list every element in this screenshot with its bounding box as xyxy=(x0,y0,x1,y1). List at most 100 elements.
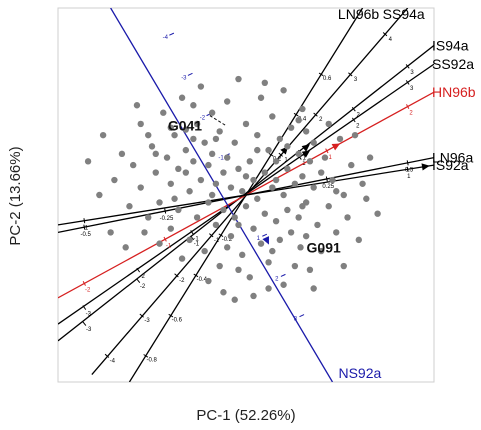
genotype-point xyxy=(297,244,304,251)
genotype-point xyxy=(254,131,261,139)
vector-tick-label-ss94a: -4 xyxy=(110,358,116,364)
vector-tick-is94a xyxy=(82,321,87,326)
genotype-point xyxy=(216,128,223,135)
vector-tick-ss94a xyxy=(139,313,144,318)
genotype-point xyxy=(133,102,141,109)
vector-arrow-is94a xyxy=(301,144,310,152)
genotype-point xyxy=(269,184,276,191)
vector-tick-label-hn96b: -1 xyxy=(166,243,172,249)
vector-tick-label-ns92a: -4 xyxy=(163,35,169,41)
genotype-point xyxy=(314,221,321,229)
genotype-point xyxy=(242,173,250,180)
genotype-point xyxy=(340,262,347,270)
genotype-point xyxy=(197,83,205,90)
plot-frame xyxy=(57,7,435,383)
genotype-point xyxy=(167,124,174,131)
vector-tick-label-is94a: -1 xyxy=(194,241,200,247)
genotype-point xyxy=(224,154,231,161)
vector-arrow-hn96b xyxy=(331,143,341,151)
vector-tick-ln96a xyxy=(325,176,328,182)
genotype-point xyxy=(310,285,317,292)
vector-label-hn96b: HN96b xyxy=(432,84,476,100)
genotype-leader-g041 xyxy=(209,115,227,126)
vector-line-ss92a xyxy=(58,63,434,325)
genotype-point xyxy=(220,169,227,176)
vector-tick-label-ss92a: 2 xyxy=(356,124,360,130)
genotype-point xyxy=(156,240,163,247)
genotype-point xyxy=(242,203,250,210)
genotype-point xyxy=(287,124,295,131)
vector-label-ln96a: LN96a xyxy=(432,150,473,166)
vector-label-ns92a: NS92a xyxy=(338,365,381,381)
genotype-point xyxy=(351,131,359,139)
genotype-point xyxy=(333,188,340,195)
vector-tick-ln96b xyxy=(193,273,199,278)
vector-tick-label-ss92a: -3 xyxy=(86,311,92,317)
vector-line-ns92a xyxy=(110,8,334,382)
genotype-point xyxy=(205,161,212,169)
genotype-point xyxy=(276,135,284,143)
genotype-point xyxy=(197,176,205,184)
vector-tick-label-ns92a: -3 xyxy=(181,75,187,81)
genotype-point xyxy=(280,87,287,94)
vector-tick-label-ss94a: 2 xyxy=(319,117,323,123)
genotype-point xyxy=(250,292,257,300)
genotype-point xyxy=(145,214,152,221)
vector-tick-label-ln96a: -0.25 xyxy=(160,216,174,222)
vector-tick-label-ss94a: 4 xyxy=(389,37,393,43)
genotype-point xyxy=(235,75,242,83)
vector-label-ln96b: LN96b xyxy=(338,6,379,22)
genotype-point xyxy=(122,244,129,251)
genotype-point xyxy=(239,188,246,195)
vector-tick-label-is94a: 1 xyxy=(303,156,307,162)
vector-tick-ss94a xyxy=(174,273,179,278)
genotype-point xyxy=(261,210,268,217)
vector-tick-ss94a xyxy=(382,32,388,37)
genotype-point xyxy=(148,143,156,150)
genotype-point xyxy=(318,247,325,255)
genotype-point xyxy=(175,206,182,214)
genotype-point xyxy=(261,169,268,176)
genotype-point xyxy=(160,109,167,116)
genotype-point xyxy=(318,169,325,176)
genotype-point xyxy=(280,281,287,288)
vector-tick-hn96b xyxy=(325,148,329,154)
vector-tick-hn96b xyxy=(406,104,410,109)
genotype-point xyxy=(359,180,366,187)
genotype-point xyxy=(145,131,152,139)
genotype-point xyxy=(99,131,107,139)
vector-tick-ss94a xyxy=(209,233,214,238)
genotype-point xyxy=(171,131,178,139)
genotype-point xyxy=(321,154,329,161)
genotype-point xyxy=(348,161,355,169)
vector-tick-label-ns92a: -1 xyxy=(218,156,224,162)
vector-tick-label-is92a: 1 xyxy=(407,174,411,180)
genotype-point xyxy=(272,158,280,165)
vector-tick-ss94a xyxy=(278,152,283,157)
genotype-point xyxy=(284,206,291,214)
vector-arrow-is92a xyxy=(421,163,430,171)
genotype-point xyxy=(310,184,317,191)
genotype-point xyxy=(235,221,242,229)
genotype-point xyxy=(325,120,332,128)
x-axis-title: PC-1 (52.26%) xyxy=(196,407,295,424)
vector-tick-ss92a xyxy=(136,267,141,273)
genotype-point xyxy=(171,195,178,202)
vector-tick-hn96b xyxy=(82,281,86,286)
genotype-point xyxy=(250,225,257,232)
vector-tick-label-ss94a: 1 xyxy=(284,157,288,163)
genotype-point xyxy=(118,150,126,158)
vector-tick-ln96b xyxy=(168,313,174,318)
vector-tick-label-ns92a: 3 xyxy=(294,317,298,323)
vector-tick-ss94a xyxy=(348,72,353,77)
genotype-point xyxy=(242,120,250,128)
genotype-point xyxy=(329,176,336,184)
vector-tick-label-ln96b: -0.8 xyxy=(147,358,158,364)
genotype-point xyxy=(355,236,362,244)
genotype-point xyxy=(216,262,223,270)
vector-tick-label-ln96b: -0.4 xyxy=(197,277,208,283)
vector-line-is94a xyxy=(58,44,434,342)
vector-tick-label-ln96b: 0.4 xyxy=(298,116,307,122)
